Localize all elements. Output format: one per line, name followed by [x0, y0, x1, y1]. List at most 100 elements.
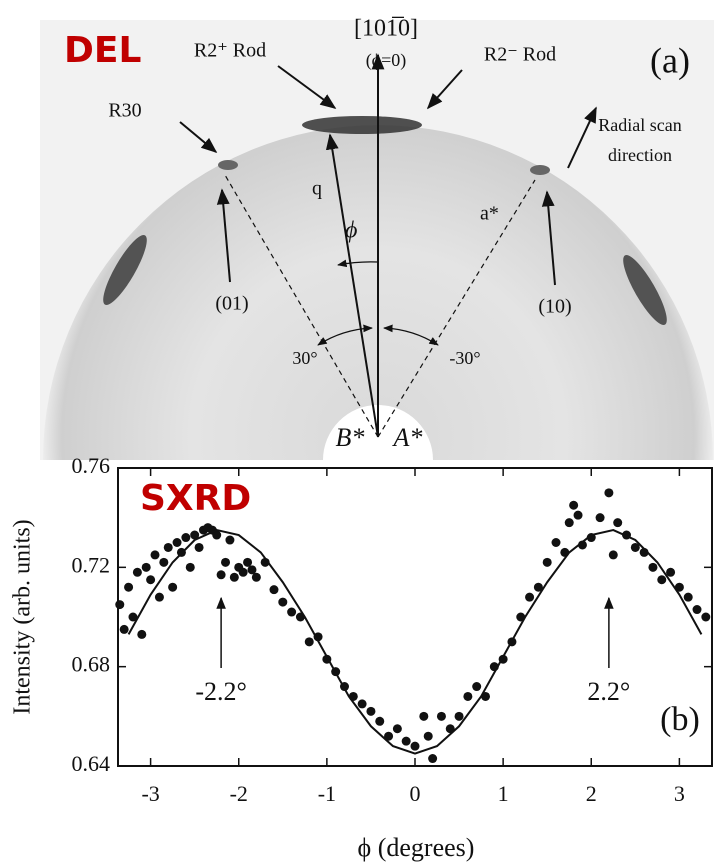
data-point — [419, 711, 429, 721]
data-point — [683, 592, 693, 602]
data-point — [185, 562, 195, 572]
data-point — [525, 592, 535, 602]
data-point — [124, 582, 134, 592]
label: 30° — [292, 348, 317, 368]
label: Radial scan — [598, 115, 681, 135]
label: R2⁻ Rod — [484, 44, 556, 66]
chart: SXRD (b) ϕ (degrees) Intensity (arb. uni… — [10, 453, 713, 862]
data-point — [613, 518, 623, 528]
data-point — [168, 582, 178, 592]
q-arrow — [325, 133, 379, 438]
tag: DEL — [64, 30, 141, 71]
data-point — [172, 538, 182, 547]
y-tick-label: 0.64 — [72, 751, 111, 776]
data-point — [278, 597, 288, 607]
x-tick-label: -2 — [230, 781, 248, 806]
data-point — [454, 711, 464, 721]
data-point — [194, 542, 204, 552]
data-point — [472, 682, 482, 692]
data-point — [630, 542, 640, 552]
data-point — [128, 612, 138, 622]
label: (ϕ=0) — [366, 50, 407, 71]
label: (10) — [538, 296, 571, 318]
data-point — [287, 607, 297, 617]
label: ϕ — [345, 218, 357, 244]
label: (01) — [215, 293, 248, 315]
x-axis-label: ϕ (degrees) — [358, 833, 475, 862]
data-point — [533, 582, 543, 592]
data-point — [564, 518, 574, 528]
data-point — [146, 575, 156, 585]
y-tick-label: 0.76 — [72, 453, 111, 478]
label: -30° — [449, 348, 480, 368]
label: R2⁺ Rod — [194, 40, 266, 62]
data-point — [132, 567, 142, 577]
data-point — [150, 550, 160, 560]
panel-label: (a) — [650, 40, 690, 80]
data-point — [392, 724, 402, 734]
label: a* — [480, 203, 499, 225]
diffraction-panel: DEL (a) [101̅0] (ϕ=0) R2⁺ Rod R2⁻ Rod R3… — [40, 16, 714, 461]
data-point — [357, 699, 367, 709]
spot — [623, 255, 667, 325]
data-point — [375, 716, 385, 726]
data-point — [542, 557, 552, 567]
y-axis-label: Intensity (arb. units) — [10, 519, 36, 714]
data-point — [657, 575, 667, 585]
data-point — [573, 510, 583, 520]
tag: SXRD — [140, 478, 251, 519]
data-point — [551, 538, 561, 547]
arrow — [541, 190, 556, 286]
data-point — [229, 572, 239, 582]
data-point — [436, 711, 446, 721]
x-tick-label: -3 — [141, 781, 159, 806]
data-point — [410, 741, 420, 751]
fit-line — [127, 529, 703, 755]
data-point — [181, 533, 191, 543]
data-point — [238, 567, 248, 577]
data-point — [115, 600, 125, 610]
data-point — [313, 632, 323, 642]
data-point — [701, 612, 711, 622]
data-point — [243, 557, 253, 567]
y-tick-label: 0.72 — [72, 552, 111, 577]
data-point — [159, 557, 169, 567]
data-point — [251, 572, 261, 582]
data-point — [269, 585, 279, 595]
data-point — [595, 513, 605, 523]
label: [101̅0] — [354, 16, 418, 42]
angle-arc — [383, 324, 439, 346]
label: B* — [336, 423, 365, 452]
data-point — [163, 542, 173, 552]
annotation: -2.2° — [195, 677, 247, 706]
data-point — [141, 562, 151, 572]
data-point — [569, 500, 579, 510]
spot — [103, 235, 147, 305]
data-point — [137, 629, 147, 639]
arrow — [179, 121, 218, 154]
data-point — [221, 557, 231, 567]
dashed-line — [224, 174, 379, 438]
arrow — [426, 69, 463, 110]
x-tick-label: -1 — [318, 781, 336, 806]
data-point — [692, 605, 702, 615]
data-point — [190, 530, 200, 540]
y-tick-label: 0.68 — [72, 652, 111, 677]
data-point — [216, 570, 226, 580]
data-point — [423, 731, 433, 741]
arrow — [567, 106, 597, 169]
data-point — [384, 731, 394, 741]
data-point — [674, 582, 684, 592]
data-point — [604, 488, 614, 498]
spot — [302, 116, 422, 134]
x-tick-label: 2 — [586, 781, 597, 806]
data-point — [463, 691, 473, 701]
panel-label: (b) — [660, 701, 700, 738]
phi-arc — [337, 259, 379, 268]
data-point — [304, 637, 314, 647]
data-point — [119, 624, 129, 634]
annotation: 2.2° — [587, 677, 630, 706]
data-point — [428, 754, 438, 764]
label: q — [312, 178, 322, 200]
